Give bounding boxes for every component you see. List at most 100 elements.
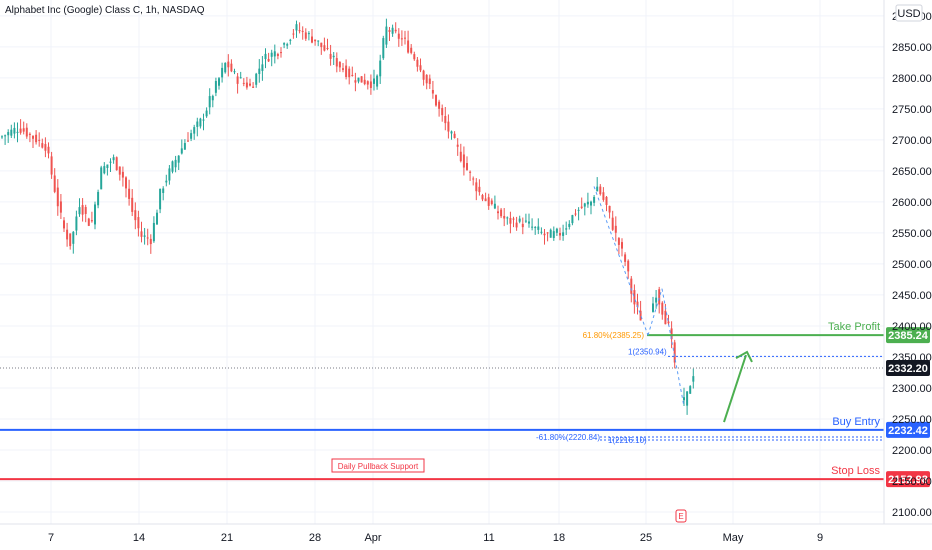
candle-body (512, 218, 515, 220)
candle-body (125, 177, 127, 189)
candle-body (90, 220, 93, 222)
candle-body (515, 222, 518, 228)
candle-body (78, 207, 81, 215)
candle-body (630, 278, 633, 294)
candle-body (531, 226, 534, 228)
candle-body (128, 188, 131, 199)
candle-body (134, 210, 137, 221)
x-tick-label: Apr (364, 532, 381, 544)
candle-body (103, 166, 106, 174)
candle-body (521, 223, 524, 228)
candle-body (559, 233, 561, 236)
candle-body (580, 206, 583, 208)
time-scale[interactable]: 7 14 21 28 Apr 11 18 25 May 9 (48, 532, 823, 544)
candle-body (10, 129, 13, 136)
candle-body (354, 80, 357, 83)
candle-body (221, 67, 224, 78)
x-tick-label: May (723, 532, 744, 544)
candle-body (32, 135, 34, 139)
candle-body (214, 81, 217, 93)
candle-body (295, 24, 298, 31)
candle-body (614, 225, 617, 233)
candle-body (407, 40, 410, 53)
candle-body (394, 29, 397, 32)
candle-body (555, 228, 558, 233)
candle-body (66, 229, 69, 240)
candle-body (323, 45, 326, 51)
candle-body (546, 232, 549, 234)
earnings-marker-label: E (678, 512, 683, 521)
candle-body (261, 64, 264, 71)
candle-body (208, 96, 211, 108)
candle-body (438, 101, 441, 109)
candle-body (363, 79, 366, 85)
candle-body (168, 168, 171, 181)
candle-body (249, 83, 251, 86)
candle-body (230, 63, 233, 72)
candle-body (137, 217, 140, 229)
candle-body (53, 175, 56, 192)
candle-body (571, 215, 574, 224)
candle-body (475, 182, 478, 192)
y-tick-label: 2350.00 (892, 352, 932, 364)
currency-button[interactable]: USD (895, 4, 923, 22)
x-tick-label: 14 (133, 532, 145, 544)
candle-body (286, 44, 289, 46)
candle-body (404, 37, 406, 39)
x-tick-label: 9 (817, 532, 823, 544)
candle-body (224, 63, 227, 73)
candle-body (94, 204, 96, 225)
candle-body (528, 221, 530, 224)
y-tick-label: 2500.00 (892, 259, 932, 271)
candle-body (664, 310, 667, 325)
candle-body (267, 58, 270, 62)
y-tick-label: 2400.00 (892, 321, 932, 333)
y-tick-label: 2300.00 (892, 383, 932, 395)
candle-body (84, 207, 87, 214)
candle-body (338, 61, 341, 68)
candle-body (292, 33, 295, 35)
candle-body (280, 52, 282, 54)
candle-body (435, 95, 437, 106)
fib-label-618: 61.80%(2385.25) (583, 331, 645, 340)
candle-body (639, 310, 642, 321)
y-tick-label: 2100.00 (892, 507, 932, 519)
last-price-tag (886, 359, 930, 376)
candle-body (13, 127, 16, 134)
level-price-text: 2152.98 (888, 474, 928, 486)
candle-body (252, 86, 255, 88)
y-tick-label: 2650.00 (892, 166, 932, 178)
level-name: Stop Loss (831, 465, 880, 477)
candle-body (509, 218, 512, 224)
candle-body (16, 131, 19, 133)
candle-body (351, 74, 354, 76)
candle-body (255, 73, 258, 85)
currency-label: USD (897, 8, 920, 20)
candle-body (332, 55, 335, 58)
projection-arrow-line (723, 354, 747, 423)
candle-body (25, 127, 28, 137)
candle-body (534, 227, 537, 229)
candle-body (655, 297, 658, 303)
level-name: Buy Entry (832, 416, 880, 428)
earnings-marker-box (675, 509, 687, 523)
candle-body (317, 40, 320, 42)
candle-body (472, 178, 475, 180)
candle-body (692, 376, 695, 382)
candle-body (19, 128, 22, 133)
candle-body (329, 53, 332, 59)
candle-body (503, 215, 506, 219)
candle-body (428, 78, 431, 84)
candle-body (661, 302, 664, 315)
y-tick-label: 2850.00 (892, 42, 932, 54)
candle-body (63, 220, 65, 229)
candle-body (118, 166, 121, 175)
level-name: Take Profit (828, 321, 880, 333)
candle-body (565, 228, 568, 230)
fib-label-1: 1(2350.94) (628, 347, 667, 356)
fib-label-1b: 1(2216.10) (608, 436, 647, 445)
candle-body (298, 30, 301, 32)
candle-body (131, 197, 134, 212)
